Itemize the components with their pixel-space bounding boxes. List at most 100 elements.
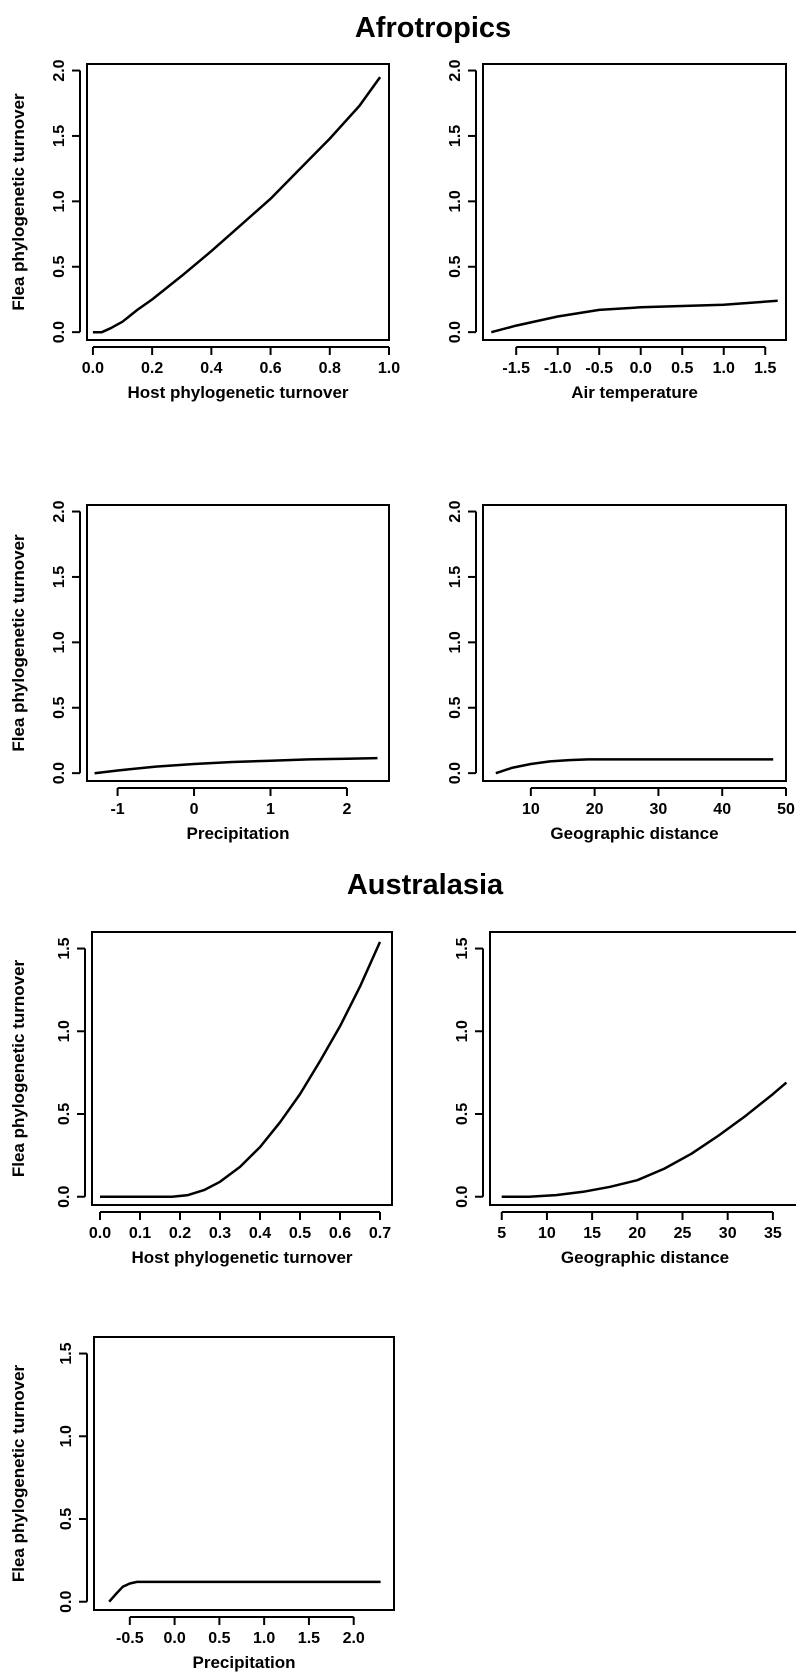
plot-frame — [482, 63, 787, 341]
y-tick-label: 1.0 — [56, 1020, 73, 1042]
x-tick-label: 20 — [586, 801, 604, 818]
plot-frame — [86, 63, 390, 341]
y-axis-label: Flea phylogenetic turnover — [9, 959, 28, 1177]
x-tick-label: 25 — [674, 1225, 692, 1242]
x-tick-label: 0.0 — [630, 360, 652, 377]
y-tick-label: 0.0 — [51, 321, 68, 343]
x-axis-label: Host phylogenetic turnover — [127, 383, 348, 402]
x-tick-label: 40 — [713, 801, 731, 818]
x-tick-label: 15 — [583, 1225, 601, 1242]
x-tick-label: -1.5 — [502, 360, 530, 377]
chart-panel-1: 0.0 0.2 0.4 0.6 0.8 1.0 0.0 0.5 1.0 1.5 2.0 Host ph… — [9, 59, 400, 402]
y-axis-label: Flea phylogenetic turnover — [9, 93, 28, 311]
y-tick-label: 0.5 — [447, 256, 464, 278]
y-tick-label: 1.5 — [56, 937, 73, 959]
x-tick-label: 5 — [497, 1225, 506, 1242]
y-tick-label: 2.0 — [51, 59, 68, 81]
y-tick-label: 1.0 — [51, 190, 68, 212]
y-tick-label: 0.5 — [56, 1103, 73, 1125]
y-tick-label: 0.5 — [51, 697, 68, 719]
y-tick-label: 0.0 — [454, 1186, 471, 1208]
x-tick-label: 1.5 — [298, 1630, 320, 1647]
y-tick-label: 1.0 — [58, 1425, 75, 1447]
x-tick-label: 20 — [628, 1225, 646, 1242]
x-axis-label: Host phylogenetic turnover — [131, 1248, 352, 1267]
x-tick-label: 1.0 — [378, 360, 400, 377]
x-tick-label: 2 — [342, 801, 351, 818]
x-tick-label: 0.3 — [209, 1225, 231, 1242]
x-tick-label: 0.5 — [208, 1630, 230, 1647]
chart-panel-5: 0.0 0.1 0.2 0.3 0.4 0.5 0.6 0.7 0.0 0.5 1.0 1.5 Host… — [9, 931, 393, 1267]
x-tick-label: -0.5 — [116, 1630, 144, 1647]
y-tick-label: 2.0 — [447, 59, 464, 81]
chart-panel-6: 5 10 15 20 25 30 35 0.0 0.5 1.0 1.5 Geographic dist… — [454, 931, 796, 1267]
series-line-1 — [100, 941, 382, 1198]
y-tick-label: 0.0 — [58, 1591, 75, 1613]
x-tick-label: 1 — [266, 801, 275, 818]
series-line-1 — [490, 299, 778, 334]
y-tick-label: 0.0 — [56, 1186, 73, 1208]
x-tick-label: -1.0 — [544, 360, 572, 377]
y-tick-label: 2.0 — [51, 500, 68, 522]
x-tick-label: 2.0 — [343, 1630, 365, 1647]
y-tick-label: 2.0 — [447, 500, 464, 522]
x-tick-label: 0 — [190, 801, 199, 818]
y-tick-label: 1.0 — [447, 190, 464, 212]
plot-frame — [91, 931, 393, 1206]
x-tick-label: 0.4 — [200, 360, 222, 377]
y-tick-label: 1.5 — [447, 125, 464, 147]
y-tick-label: 0.0 — [447, 321, 464, 343]
chart-panels: 0.0 0.2 0.4 0.6 0.8 1.0 0.0 0.5 1.0 1.5 2.0 Host ph… — [9, 59, 796, 1672]
x-tick-label: 30 — [650, 801, 668, 818]
x-tick-label: 0.0 — [89, 1225, 111, 1242]
series-line-1 — [108, 1580, 381, 1603]
y-tick-label: 0.5 — [454, 1103, 471, 1125]
y-tick-label: 0.5 — [447, 697, 464, 719]
y-tick-label: 1.5 — [51, 566, 68, 588]
x-tick-label: 0.6 — [329, 1225, 351, 1242]
y-tick-label: 0.0 — [447, 762, 464, 784]
x-tick-label: 0.5 — [289, 1225, 311, 1242]
x-tick-label: -0.5 — [585, 360, 613, 377]
x-tick-label: 0.0 — [82, 360, 104, 377]
x-tick-label: 1.0 — [713, 360, 735, 377]
x-tick-label: 0.2 — [141, 360, 163, 377]
series-line-1 — [501, 1081, 788, 1198]
chart-panel-2: -1.5 -1.0 -0.5 0.0 0.5 1.0 1.5 0.0 0.5 1.0 1.5 2.0 A… — [447, 59, 787, 402]
x-tick-label: 1.0 — [253, 1630, 275, 1647]
y-tick-label: 1.0 — [454, 1020, 471, 1042]
plot-frame — [482, 504, 787, 782]
y-tick-label: 1.5 — [447, 566, 464, 588]
series-line-1 — [94, 756, 378, 775]
y-tick-label: 0.5 — [51, 256, 68, 278]
x-tick-label: 0.0 — [163, 1630, 185, 1647]
y-tick-label: 1.0 — [447, 631, 464, 653]
x-axis-label: Geographic distance — [561, 1248, 729, 1267]
plot-frame — [489, 931, 796, 1206]
section-title-afrotropics: Afrotropics — [355, 12, 511, 44]
x-axis-label: Precipitation — [187, 824, 290, 843]
x-tick-label: 0.8 — [319, 360, 341, 377]
x-tick-label: 50 — [777, 801, 795, 818]
x-tick-label: 0.6 — [259, 360, 281, 377]
x-tick-label: 0.1 — [129, 1225, 151, 1242]
plot-frame — [86, 504, 390, 782]
chart-panel-7: -0.5 0.0 0.5 1.0 1.5 2.00.00.51.01.5Precipita… — [9, 1336, 395, 1672]
x-tick-label: 10 — [538, 1225, 556, 1242]
x-tick-label: 0.5 — [671, 360, 693, 377]
x-axis-label: Air temperature — [571, 383, 698, 402]
series-line-1 — [92, 76, 382, 334]
y-tick-label: 1.5 — [454, 937, 471, 959]
y-tick-label: 0.5 — [58, 1508, 75, 1530]
y-axis-label: Flea phylogenetic turnover — [9, 534, 28, 752]
y-tick-label: 0.0 — [51, 762, 68, 784]
x-tick-label: 1.5 — [754, 360, 776, 377]
chart-panel-4: 10 20 30 40 50 0.0 0.5 1.0 1.5 2.0 Geographic dist… — [447, 500, 795, 843]
section-title-australasia: Australasia — [347, 869, 504, 901]
y-axis-label: Flea phylogenetic turnover — [9, 1364, 28, 1582]
x-axis-label: Geographic distance — [550, 824, 718, 843]
x-tick-label: 10 — [522, 801, 540, 818]
y-tick-label: 1.5 — [58, 1342, 75, 1364]
x-tick-label: 30 — [719, 1225, 737, 1242]
